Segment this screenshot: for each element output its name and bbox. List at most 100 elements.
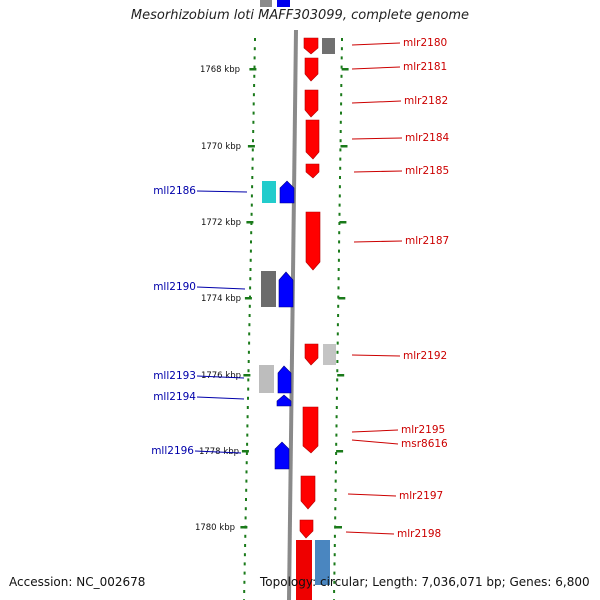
strand-guide-dot (253, 65, 256, 69)
strand-guide-dot (251, 148, 254, 152)
label-mll2190[interactable]: mll2190 (153, 281, 196, 293)
strand-guide-dot (251, 166, 254, 170)
strand-guide-dot (249, 268, 252, 271)
strand-guide-dot (337, 277, 340, 281)
strand-guide-dot (336, 360, 339, 363)
strand-guide-dot (340, 84, 343, 87)
strand-guide-dot (333, 562, 336, 566)
label-mlr2185[interactable]: mlr2185 (405, 165, 449, 177)
strand-guide-dot (336, 341, 339, 345)
strand-guide-dot (338, 249, 340, 253)
gene-gray-2180b (322, 38, 335, 54)
strand-guide-dot (244, 516, 247, 520)
strand-guide-dot (243, 553, 246, 557)
strand-guide-dot (247, 369, 250, 373)
strand-guide-dot (248, 332, 251, 336)
strand-guide-dot (340, 102, 343, 106)
scale-tick-right (336, 450, 344, 453)
label-msr8616[interactable]: msr8616 (401, 438, 448, 450)
gene-mll2194 (276, 394, 292, 407)
strand-guide-dot (338, 203, 341, 207)
scale-label: 1774 kbp (201, 294, 241, 304)
gene-mlr2195 (302, 406, 319, 454)
strand-guide-dot (248, 323, 251, 327)
gene-partial-blue (277, 0, 290, 7)
strand-guide-dot (250, 231, 253, 235)
label-mll2194[interactable]: mll2194 (153, 391, 196, 403)
strand-guide-dot (243, 571, 246, 575)
gene-mlr2181 (304, 57, 319, 82)
strand-guide-dot (335, 433, 338, 437)
strand-guide-dot (340, 93, 343, 97)
gene-mlr2192 (304, 343, 319, 366)
strand-guide-dot (251, 176, 254, 179)
label-mlr2197[interactable]: mlr2197 (399, 490, 443, 502)
strand-guide-dot (249, 249, 252, 253)
strand-guide-dot (243, 562, 246, 566)
strand-guide-dot (247, 360, 250, 363)
strand-guide-dot (335, 442, 338, 446)
gene-light-2192b (323, 344, 336, 365)
strand-guide-dot (245, 461, 248, 465)
gene-mll2196 (274, 441, 290, 470)
strand-guide-dot (250, 203, 253, 207)
strand-guide-dot (335, 461, 337, 465)
strand-guide-dot (339, 139, 342, 143)
strand-guide-dot (336, 323, 339, 327)
scale-tick-right (339, 221, 347, 224)
strand-guide-dot (254, 38, 256, 41)
strand-guide-dot (249, 258, 252, 262)
strand-guide-dot (248, 304, 251, 308)
gene-gray-2190b (261, 271, 276, 307)
label-mlr2180[interactable]: mlr2180 (403, 37, 447, 49)
scale-tick-left (247, 145, 255, 148)
gene-mlr2180 (303, 37, 319, 55)
strand-guide-dot (339, 166, 342, 170)
strand-guide-dot (334, 488, 337, 492)
gene-mlr2184 (305, 119, 320, 160)
scale-tick-left (244, 297, 252, 300)
scale-tick-left (241, 450, 249, 453)
strand-guide-dot (249, 277, 252, 281)
strand-guide-dot (243, 590, 246, 593)
label-mll2193[interactable]: mll2193 (153, 370, 196, 382)
strand-guide-dot (333, 544, 336, 547)
strand-guide-dot (245, 452, 248, 455)
scale-tick-left (243, 374, 251, 377)
scale-tick-right (335, 526, 342, 529)
label-mlr2198[interactable]: mlr2198 (397, 528, 441, 540)
strand-guide-dot (247, 350, 250, 354)
strand-guide-dot (335, 452, 338, 455)
strand-guide-dot (250, 212, 253, 216)
label-mlr2195[interactable]: mlr2195 (401, 424, 445, 436)
gene-mlr2185 (305, 163, 320, 179)
strand-guide-dot (251, 185, 254, 189)
strand-guide-dot (333, 534, 336, 538)
label-mlr2181[interactable]: mlr2181 (403, 61, 447, 73)
strand-guide-dot (252, 102, 255, 106)
genome-backbone (287, 29, 298, 600)
label-mll2186[interactable]: mll2186 (153, 185, 196, 197)
strand-guide-dot (253, 74, 256, 78)
label-mlr2187[interactable]: mlr2187 (405, 235, 449, 247)
scale-label: 1772 kbp (201, 218, 241, 228)
strand-guide-dot (337, 286, 340, 290)
label-mlr2182[interactable]: mlr2182 (404, 95, 448, 107)
strand-guide-dot (253, 56, 256, 60)
label-mlr2184[interactable]: mlr2184 (405, 132, 450, 144)
strand-guide-dot (336, 378, 339, 382)
scale-label: 1780 kbp (195, 523, 235, 533)
strand-guide-dot (339, 176, 341, 179)
label-mlr2192[interactable]: mlr2192 (403, 350, 447, 362)
gene-mll2193 (277, 365, 292, 394)
strand-guide-dot (245, 479, 248, 483)
gene-mlr2197 (300, 475, 316, 510)
strand-guide-dot (245, 470, 248, 474)
label-mll2196[interactable]: mll2196 (151, 445, 194, 457)
gene-mll2186 (279, 180, 295, 204)
strand-guide-dot (244, 534, 247, 538)
strand-guide-dot (339, 148, 342, 152)
strand-guide-dot (249, 286, 252, 290)
strand-guide-dot (336, 387, 338, 391)
